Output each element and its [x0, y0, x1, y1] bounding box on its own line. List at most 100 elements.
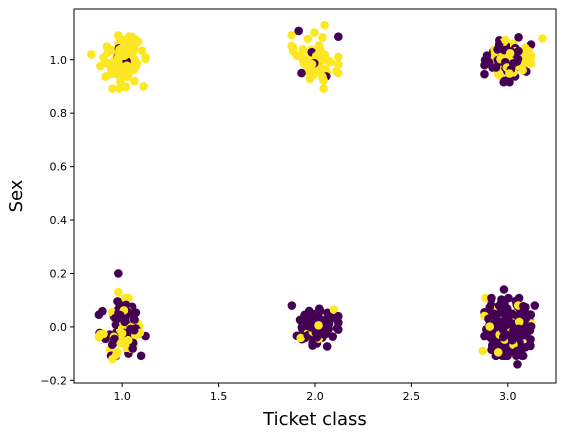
scatter-point [288, 43, 298, 52]
scatter-point [116, 35, 125, 45]
scatter-point [136, 351, 146, 361]
x-tick-label: 1.0 [113, 390, 131, 403]
scatter-point [110, 334, 119, 344]
scatter-point [322, 342, 332, 351]
scatter-point [102, 42, 112, 51]
scatter-point [129, 325, 139, 335]
scatter-point [498, 325, 508, 335]
scatter-point [129, 314, 139, 324]
scatter-point [314, 320, 323, 330]
scatter-point [514, 324, 524, 334]
scatter-point [501, 35, 510, 45]
scatter-point [308, 341, 317, 350]
scatter-point [525, 326, 535, 335]
scatter-point [315, 304, 324, 313]
scatter-point [314, 312, 323, 321]
y-axis-label: Sex [6, 179, 27, 212]
scatter-point [113, 53, 123, 63]
scatter-point [525, 340, 535, 349]
x-tick-label: 2.0 [306, 390, 324, 403]
scatter-point [478, 346, 488, 356]
scatter-point [334, 68, 343, 78]
scatter-point [499, 285, 509, 294]
scatter-point [300, 310, 309, 320]
scatter-point [103, 48, 112, 58]
scatter-point [485, 303, 494, 312]
scatter-point [318, 33, 327, 42]
x-tick-label: 1.5 [210, 390, 228, 403]
scatter-point [114, 269, 123, 278]
scatter-point [334, 325, 343, 334]
y-tick-label: 1.0 [50, 54, 68, 67]
scatter-point [287, 30, 296, 40]
scatter-point [120, 293, 130, 303]
scatter-point [505, 49, 515, 58]
scatter-point [137, 46, 147, 55]
scatter-point [130, 76, 139, 86]
scatter-point [500, 297, 509, 307]
scatter-point [287, 301, 297, 310]
scatter-point [111, 69, 121, 79]
x-tick-label: 2.5 [403, 390, 421, 403]
scatter-point [120, 317, 129, 327]
scatter-point [505, 69, 514, 78]
scatter-point [299, 56, 308, 65]
scatter-point [499, 316, 508, 326]
scatter-point [520, 307, 530, 317]
scatter-point [108, 84, 117, 93]
scatter-point [305, 74, 315, 84]
scatter-point [112, 314, 122, 324]
scatter-point [127, 32, 137, 42]
scatter-point [117, 80, 126, 89]
scatter-point [538, 34, 547, 43]
scatter-point [128, 344, 137, 353]
scatter-point [523, 58, 532, 68]
scatter-point [294, 26, 303, 36]
scatter-point [490, 309, 499, 319]
scatter-point [310, 28, 319, 37]
scatter-point [491, 63, 501, 72]
scatter-point [129, 65, 138, 75]
scatter-point [99, 329, 108, 339]
scatter-point [319, 84, 328, 93]
scatter-point [98, 306, 107, 316]
scatter-point [484, 314, 493, 324]
scatter-point [497, 308, 506, 317]
scatter-point [316, 46, 326, 55]
scatter-point [114, 287, 123, 297]
scatter-point [123, 335, 133, 345]
x-tick-label: 3.0 [499, 390, 517, 403]
scatter-point [329, 305, 339, 314]
scatter-point [307, 323, 316, 332]
scatter-point [513, 360, 522, 369]
scatter-points [87, 20, 547, 369]
scatter-point [117, 329, 127, 338]
scatter-point [133, 37, 143, 47]
scatter-point [334, 60, 343, 69]
scatter-point [113, 297, 122, 306]
y-tick-label: 0.8 [50, 107, 68, 120]
scatter-point [334, 311, 343, 321]
y-axis-ticks: −0.2 0.0 0.2 0.4 0.6 0.8 1.0 [40, 54, 74, 387]
scatter-point [493, 348, 503, 357]
x-axis-label: Ticket class [262, 409, 367, 430]
scatter-point [100, 58, 110, 67]
scatter-point [123, 44, 133, 53]
scatter-point [514, 33, 523, 42]
scatter-point [118, 62, 127, 72]
scatter-point [512, 57, 522, 66]
scatter-point [482, 51, 492, 60]
scatter-point [328, 332, 338, 341]
scatter-point [101, 72, 110, 81]
scatter-point [484, 57, 494, 67]
scatter-point [318, 73, 327, 83]
scatter-point [296, 333, 306, 343]
scatter-point [498, 332, 508, 342]
scatter-point [307, 59, 317, 69]
scatter-point [298, 45, 308, 54]
scatter-point [334, 52, 343, 62]
scatter-point [334, 32, 343, 41]
scatter-point [480, 69, 489, 79]
scatter-point [514, 317, 524, 327]
